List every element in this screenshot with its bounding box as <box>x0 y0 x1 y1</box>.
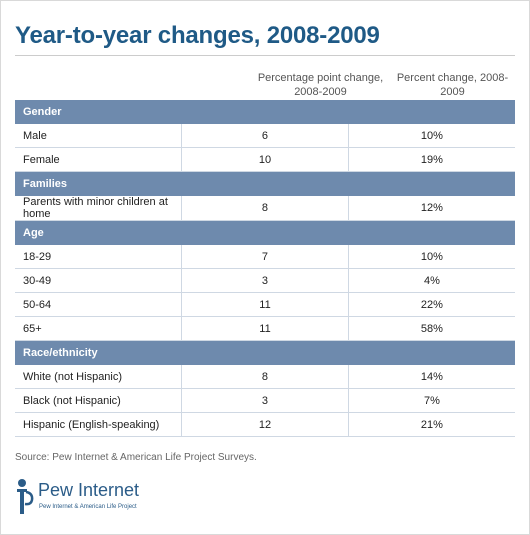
percentage-point-change-value: 11 <box>181 292 349 317</box>
table-row: 50-64 11 22% <box>15 292 515 317</box>
table-row: Parents with minor children at home 8 12% <box>15 195 515 221</box>
percent-change-value: 58% <box>347 316 515 341</box>
row-label: Hispanic (English-speaking) <box>15 412 182 437</box>
logo-tagline: Pew Internet & American Life Project <box>39 504 137 510</box>
percentage-point-change-value: 8 <box>181 195 349 221</box>
percentage-point-change-value: 3 <box>181 388 349 413</box>
section-header-label: Age <box>15 220 515 245</box>
table-row: Hispanic (English-speaking) 12 21% <box>15 412 515 437</box>
title-divider <box>15 55 515 56</box>
percentage-point-change-value: 10 <box>181 147 349 172</box>
table-row: White (not Hispanic) 8 14% <box>15 364 515 389</box>
pew-internet-logo: Pew Internet Pew Internet & American Lif… <box>14 478 224 518</box>
percent-change-value: 14% <box>347 364 515 389</box>
section-header-label: Race/ethnicity <box>15 340 515 365</box>
percent-change-value: 7% <box>347 388 515 413</box>
percent-change-value: 4% <box>347 268 515 293</box>
percentage-point-change-value: 3 <box>181 268 349 293</box>
row-label: Black (not Hispanic) <box>15 388 182 413</box>
row-label: 65+ <box>15 316 182 341</box>
data-table: Gender Male 6 10% Female 10 19% Families Parents… <box>15 100 515 437</box>
row-label: Female <box>15 147 182 172</box>
percentage-point-change-value: 7 <box>181 244 349 269</box>
section-header-row: Families <box>15 171 515 196</box>
section-header-label: Families <box>15 171 515 196</box>
row-label: Male <box>15 123 182 148</box>
logo-wordmark: Pew Internet <box>38 480 140 500</box>
percentage-point-change-value: 8 <box>181 364 349 389</box>
chart-title: Year-to-year changes, 2008-2009 <box>15 22 380 49</box>
source-note: Source: Pew Internet & American Life Pro… <box>15 452 257 463</box>
percentage-point-change-value: 12 <box>181 412 349 437</box>
table-row: 30-49 3 4% <box>15 268 515 293</box>
row-label: 50-64 <box>15 292 182 317</box>
percent-change-value: 10% <box>347 123 515 148</box>
row-label: 30-49 <box>15 268 182 293</box>
column-header-percent-change: Percent change, 2008-2009 <box>396 72 509 98</box>
section-header-row: Gender <box>15 100 515 124</box>
percent-change-value: 22% <box>347 292 515 317</box>
section-header-row: Age <box>15 220 515 245</box>
section-header-row: Race/ethnicity <box>15 340 515 365</box>
row-label: White (not Hispanic) <box>15 364 182 389</box>
percentage-point-change-value: 11 <box>181 316 349 341</box>
table-row: Male 6 10% <box>15 123 515 148</box>
percent-change-value: 10% <box>347 244 515 269</box>
pew-person-icon <box>17 479 34 514</box>
percent-change-value: 21% <box>347 412 515 437</box>
table-row: Female 10 19% <box>15 147 515 172</box>
table-row: 65+ 11 58% <box>15 316 515 341</box>
column-header-percentage-point-change: Percentage point change, 2008-2009 <box>257 72 384 98</box>
table-row: Black (not Hispanic) 3 7% <box>15 388 515 413</box>
row-label: Parents with minor children at home <box>15 195 182 221</box>
percentage-point-change-value: 6 <box>181 123 349 148</box>
section-header-label: Gender <box>15 100 515 124</box>
row-label: 18-29 <box>15 244 182 269</box>
table-row: 18-29 7 10% <box>15 244 515 269</box>
percent-change-value: 12% <box>347 195 515 221</box>
percent-change-value: 19% <box>347 147 515 172</box>
